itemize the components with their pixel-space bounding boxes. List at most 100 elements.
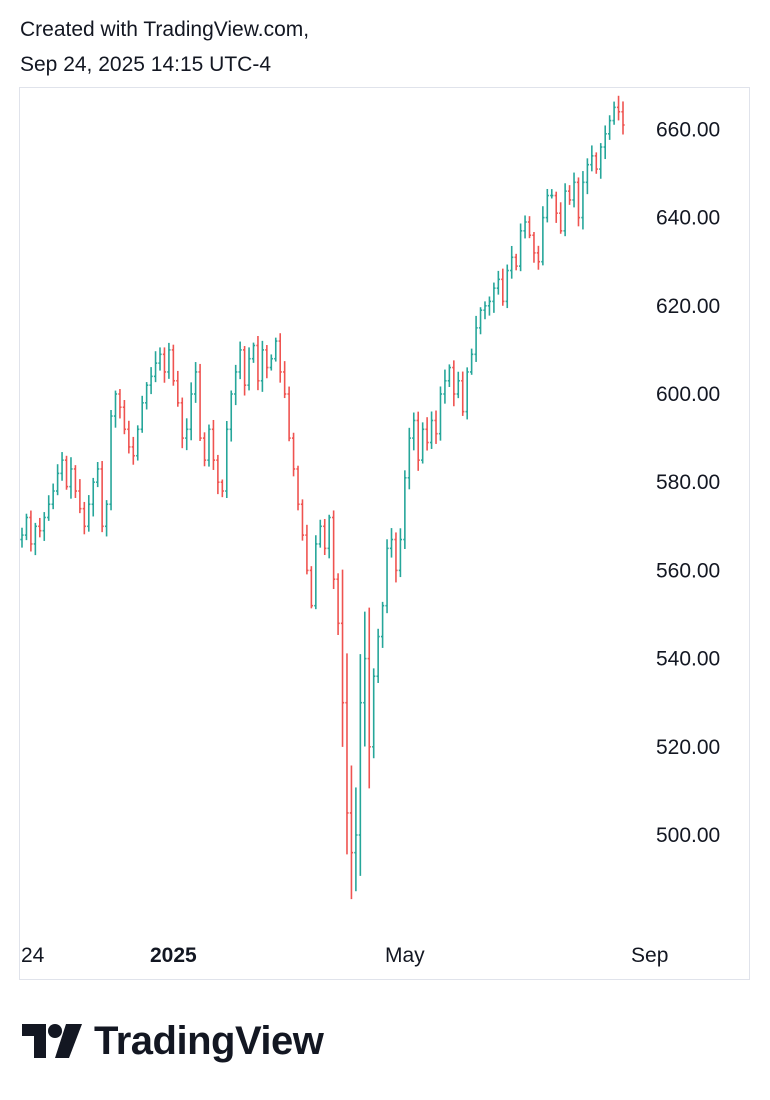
ohlc-bar <box>127 420 131 454</box>
ohlc-chart[interactable]: 500.00 520.00 540.00 560.00 580.00 600.00 620.… <box>20 88 749 979</box>
ohlc-bar <box>425 417 429 451</box>
ohlc-bar <box>274 337 278 362</box>
ohlc-bar <box>429 411 434 449</box>
ohlc-bar <box>82 501 86 535</box>
ohlc-bar <box>572 172 576 208</box>
ohlc-bar <box>354 787 358 892</box>
ohlc-bar <box>438 386 443 441</box>
ohlc-bar <box>367 607 371 789</box>
y-tick-label: 520.00 <box>656 736 720 759</box>
ohlc-bar <box>483 301 487 320</box>
header-created-with: Created with TradingView.com, <box>20 18 310 41</box>
ohlc-bar <box>376 628 380 683</box>
ohlc-bar <box>145 382 149 410</box>
y-tick-label: 660.00 <box>656 118 720 141</box>
ohlc-bar <box>20 527 24 548</box>
ohlc-bar <box>185 418 189 451</box>
ohlc-bar <box>265 345 269 379</box>
ohlc-bar <box>545 188 549 223</box>
ohlc-bar <box>349 765 354 900</box>
ohlc-bar <box>385 539 389 614</box>
ohlc-bar <box>559 202 563 234</box>
x-axis[interactable]: 24 2025 May Sep <box>21 944 668 967</box>
ohlc-bar <box>336 573 340 635</box>
ohlc-bar <box>56 464 60 496</box>
ohlc-bar <box>465 367 469 420</box>
ohlc-bar <box>113 390 118 428</box>
y-axis[interactable]: 500.00 520.00 540.00 560.00 580.00 600.00 620.… <box>656 118 720 847</box>
ohlc-bar <box>318 519 322 548</box>
ohlc-bar <box>327 514 331 559</box>
ohlc-bar <box>510 245 514 279</box>
x-tick-label: 2025 <box>150 944 197 967</box>
ohlc-bar <box>563 183 567 237</box>
y-tick-label: 580.00 <box>656 471 720 494</box>
ohlc-bar <box>211 419 216 470</box>
ohlc-bar <box>519 223 523 272</box>
ohlc-bar <box>447 364 451 387</box>
ohlc-bar <box>501 268 505 306</box>
ohlc-bar <box>389 528 394 558</box>
ohlc-bar <box>225 420 229 498</box>
ohlc-bar <box>176 370 180 407</box>
ohlc-bar <box>73 465 78 498</box>
ohlc-bar <box>532 232 536 263</box>
ohlc-bar <box>527 216 532 239</box>
ohlc-bar <box>171 344 175 386</box>
ohlc-bar <box>64 455 69 490</box>
ohlc-bar <box>96 462 100 488</box>
ohlc-bar <box>585 158 589 195</box>
ohlc-bar <box>514 253 518 271</box>
y-tick-label: 540.00 <box>656 648 720 671</box>
ohlc-bar <box>536 245 541 270</box>
ohlc-bar <box>403 470 407 549</box>
ohlc-bar <box>251 342 256 363</box>
ohlc-bar <box>550 189 554 199</box>
ohlc-bar <box>590 145 594 172</box>
tradingview-brand[interactable]: TradingView <box>22 1016 324 1066</box>
ohlc-bar <box>234 364 238 406</box>
x-tick-label: May <box>385 944 425 967</box>
ohlc-bar <box>109 409 113 511</box>
ohlc-bar <box>456 371 460 399</box>
ohlc-bar <box>278 333 282 383</box>
ohlc-bar <box>309 566 313 609</box>
ohlc-bar <box>291 432 296 477</box>
ohlc-bar <box>434 410 438 444</box>
chart-frame[interactable]: 500.00 520.00 540.00 560.00 580.00 600.00 620.… <box>19 87 750 980</box>
ohlc-bar <box>207 424 211 467</box>
ohlc-bar <box>256 335 260 391</box>
ohlc-bar <box>332 510 336 590</box>
ohlc-bar <box>478 307 483 335</box>
ohlc-bar <box>398 528 403 578</box>
ohlc-bar <box>358 654 362 876</box>
ohlc-bar <box>340 569 345 747</box>
ohlc-bar <box>394 532 398 583</box>
ohlc-bar <box>220 479 224 498</box>
ohlc-bar <box>122 400 126 435</box>
ohlc-bar <box>452 360 456 407</box>
ohlc-bar <box>229 390 233 442</box>
ohlc-bar <box>247 347 251 391</box>
ohlc-bar <box>104 500 109 537</box>
ohlc-bar <box>296 465 300 511</box>
ohlc-bar <box>33 522 37 556</box>
y-tick-label: 640.00 <box>656 207 720 230</box>
ohlc-bar <box>167 342 171 379</box>
ohlc-bar <box>38 517 42 538</box>
ohlc-bar <box>198 363 202 441</box>
ohlc-bar <box>603 125 607 160</box>
header-timestamp: Sep 24, 2025 14:15 UTC-4 <box>20 53 271 76</box>
ohlc-bar <box>314 535 318 610</box>
ohlc-bar <box>323 519 327 556</box>
ohlc-bar <box>153 351 158 383</box>
ohlc-bar <box>189 382 193 441</box>
ohlc-bar <box>300 499 305 541</box>
y-tick-label: 620.00 <box>656 295 720 318</box>
ohlc-bar <box>47 495 51 521</box>
ohlc-bar <box>599 143 603 179</box>
ohlc-bar <box>24 513 29 541</box>
ohlc-bar <box>487 296 492 316</box>
ohlc-bar <box>287 386 291 442</box>
tradingview-logo-icon <box>22 1024 82 1058</box>
